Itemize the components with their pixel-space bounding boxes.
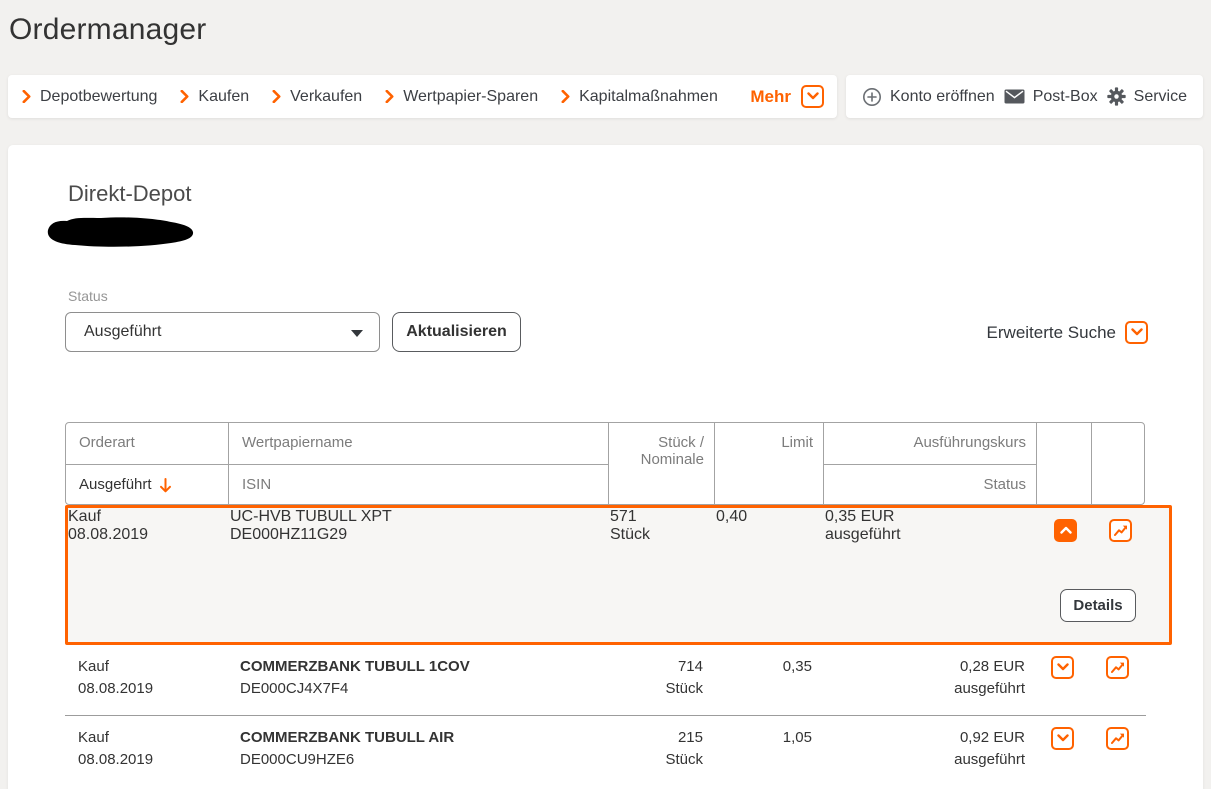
header-status: Status — [823, 464, 1036, 505]
execution-cell: 0,35 EUR ausgeführt — [825, 508, 901, 543]
quantity-cell: 215 Stück — [665, 729, 703, 768]
nav-item-wertpapier-sparen[interactable]: Wertpapier-Sparen — [385, 88, 538, 106]
header-wertpapiername: Wertpapiername — [228, 423, 608, 464]
status-select[interactable]: Ausgeführt — [65, 312, 380, 352]
trend-up-icon — [1110, 733, 1124, 744]
header-chart-column — [1091, 423, 1146, 505]
status-select-value: Ausgeführt — [84, 323, 162, 340]
chart-button[interactable] — [1106, 727, 1129, 750]
nav-item-label: Wertpapier-Sparen — [403, 87, 539, 105]
header-orderart: Orderart — [79, 434, 135, 451]
execution-cell: 0,28 EUR ausgeführt — [954, 658, 1025, 697]
collapse-cell — [1038, 508, 1093, 544]
order-row: Kauf 08.08.2019 COMMERZBANK TUBULL 1COV … — [65, 645, 1146, 716]
chart-cell — [1093, 508, 1148, 544]
chevron-down-icon — [801, 85, 824, 108]
nav-more-label: Mehr — [750, 86, 791, 106]
chevron-right-icon — [180, 90, 189, 103]
refresh-button[interactable]: Aktualisieren — [392, 312, 521, 352]
chart-cell — [1090, 645, 1145, 715]
status-filter-label: Status — [68, 288, 108, 304]
nav-more-button[interactable]: Mehr — [750, 85, 824, 108]
advanced-search-toggle[interactable]: Erweiterte Suche — [987, 321, 1148, 344]
page-title: Ordermanager — [9, 13, 207, 46]
primary-navbar: Depotbewertung Kaufen Verkaufen Wertpapi… — [8, 75, 837, 118]
header-limit: Limit — [714, 423, 823, 505]
open-account-label: Konto eröffnen — [890, 87, 995, 105]
security-cell: UC-HVB TUBULL XPT DE000HZ11G29 — [230, 508, 392, 543]
trend-up-icon — [1110, 662, 1124, 673]
order-type-cell: Kauf 08.08.2019 — [68, 508, 149, 543]
limit-cell: 1,05 — [782, 729, 812, 746]
open-account-button[interactable]: Konto eröffnen — [862, 87, 995, 107]
chevron-right-icon — [272, 90, 281, 103]
chart-cell — [1090, 716, 1145, 789]
order-row: Kauf 08.08.2019 COMMERZBANK TUBULL AIR D… — [65, 716, 1146, 789]
gear-icon — [1106, 87, 1126, 106]
expand-row-button[interactable] — [1051, 656, 1074, 679]
chart-button[interactable] — [1106, 656, 1129, 679]
chevron-up-icon — [1059, 526, 1072, 534]
limit-cell: 0,40 — [716, 508, 748, 525]
security-cell: COMMERZBANK TUBULL 1COV DE000CJ4X7F4 — [240, 658, 470, 697]
nav-item-depotbewertung[interactable]: Depotbewertung — [22, 88, 157, 106]
expand-row-button[interactable] — [1051, 727, 1074, 750]
secondary-navbar: Konto eröffnen Post-Box — [846, 75, 1203, 118]
expand-cell — [1035, 645, 1090, 715]
details-button[interactable]: Details — [1060, 589, 1136, 622]
plus-circle-icon — [863, 87, 881, 106]
advanced-search-label: Erweiterte Suche — [986, 322, 1116, 342]
nav-item-kaufen[interactable]: Kaufen — [180, 88, 249, 106]
orders-table-header: Orderart Wertpapiername Stück / Nominale… — [65, 422, 1145, 505]
order-type-cell: Kauf 08.08.2019 — [78, 729, 154, 768]
trend-up-icon — [1113, 525, 1127, 536]
nav-item-label: Depotbewertung — [40, 87, 158, 105]
nav-item-label: Kapitalmaßnahmen — [579, 87, 718, 105]
select-caret-icon — [351, 330, 363, 337]
nav-item-verkaufen[interactable]: Verkaufen — [272, 88, 362, 106]
depot-card: Direkt-Depot Status Ausgeführt Aktualisi… — [8, 145, 1203, 789]
chevron-right-icon — [561, 90, 570, 103]
service-button[interactable]: Service — [1106, 87, 1187, 106]
quantity-cell: 714 Stück — [665, 658, 703, 697]
chevron-down-icon — [1056, 734, 1069, 742]
chevron-down-icon — [1056, 663, 1069, 671]
header-sort-status[interactable]: Ausgeführt — [66, 464, 228, 505]
security-cell: COMMERZBANK TUBULL AIR DE000CU9HZE6 — [240, 729, 455, 768]
sort-descending-icon — [159, 478, 171, 493]
envelope-icon — [1004, 89, 1025, 104]
header-ausfuehrungskurs: Ausführungskurs — [823, 423, 1036, 464]
header-stueck-nominale: Stück / Nominale — [608, 423, 714, 505]
limit-cell: 0,35 — [782, 658, 812, 675]
header-isin: ISIN — [228, 464, 608, 505]
redacted-account-number — [47, 217, 194, 247]
expand-cell — [1035, 716, 1090, 789]
postbox-label: Post-Box — [1032, 87, 1098, 105]
quantity-cell: 571 Stück — [610, 508, 651, 543]
execution-cell: 0,92 EUR ausgeführt — [954, 729, 1025, 768]
chevron-right-icon — [22, 90, 31, 103]
postbox-button[interactable]: Post-Box — [1004, 88, 1098, 106]
chevron-down-icon — [1125, 321, 1148, 344]
nav-item-label: Verkaufen — [290, 87, 363, 105]
order-row: Kauf 08.08.2019 UC-HVB TUBULL XPT DE000H… — [68, 508, 1148, 544]
depot-title: Direkt-Depot — [68, 181, 192, 206]
service-label: Service — [1133, 87, 1187, 105]
nav-item-label: Kaufen — [198, 87, 250, 105]
header-expand-column — [1036, 423, 1091, 505]
collapse-row-button[interactable] — [1054, 519, 1077, 542]
chart-button[interactable] — [1109, 519, 1132, 542]
nav-item-kapitalmassnahmen[interactable]: Kapitalmaßnahmen — [561, 88, 718, 106]
order-row-expanded: Kauf 08.08.2019 UC-HVB TUBULL XPT DE000H… — [65, 505, 1172, 645]
chevron-right-icon — [385, 90, 394, 103]
order-type-cell: Kauf 08.08.2019 — [78, 658, 154, 697]
